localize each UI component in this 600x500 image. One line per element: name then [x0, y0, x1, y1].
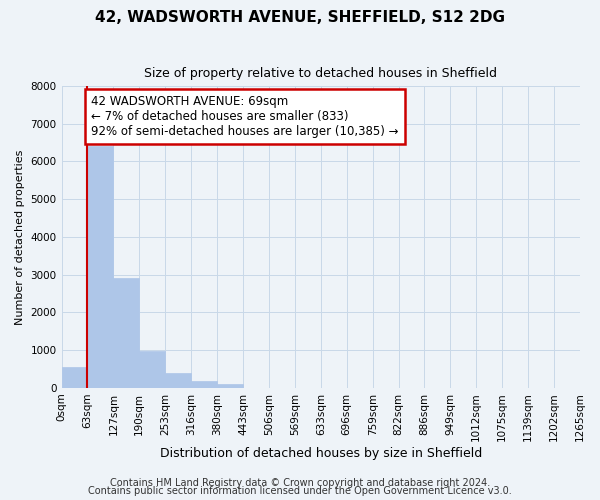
- Bar: [113, 278, 139, 388]
- X-axis label: Distribution of detached houses by size in Sheffield: Distribution of detached houses by size …: [160, 447, 482, 460]
- Bar: [217, 384, 243, 388]
- Text: Contains HM Land Registry data © Crown copyright and database right 2024.: Contains HM Land Registry data © Crown c…: [110, 478, 490, 488]
- Text: 42, WADSWORTH AVENUE, SHEFFIELD, S12 2DG: 42, WADSWORTH AVENUE, SHEFFIELD, S12 2DG: [95, 10, 505, 25]
- Text: 42 WADSWORTH AVENUE: 69sqm
← 7% of detached houses are smaller (833)
92% of semi: 42 WADSWORTH AVENUE: 69sqm ← 7% of detac…: [91, 96, 399, 138]
- Bar: [191, 382, 217, 388]
- Bar: [165, 374, 191, 388]
- Bar: [62, 366, 88, 388]
- Y-axis label: Number of detached properties: Number of detached properties: [15, 149, 25, 324]
- Bar: [88, 146, 113, 388]
- Title: Size of property relative to detached houses in Sheffield: Size of property relative to detached ho…: [144, 68, 497, 80]
- Bar: [139, 351, 165, 388]
- Text: Contains public sector information licensed under the Open Government Licence v3: Contains public sector information licen…: [88, 486, 512, 496]
